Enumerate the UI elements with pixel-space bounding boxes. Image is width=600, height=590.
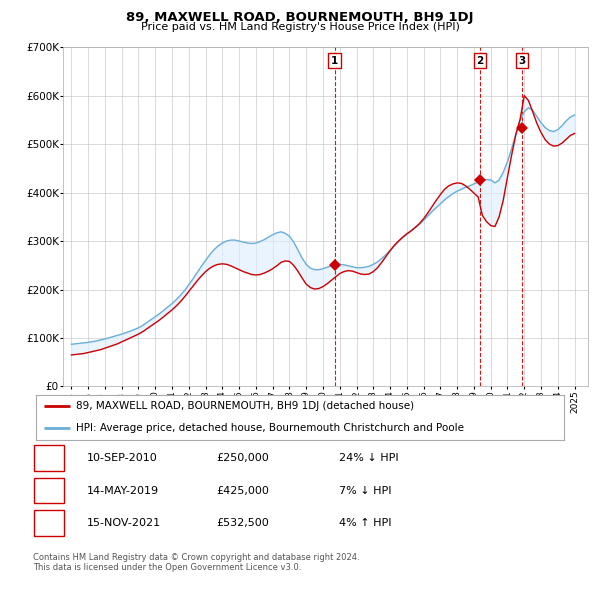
Text: 2: 2 xyxy=(476,55,484,65)
Text: 3: 3 xyxy=(46,519,53,528)
Text: 7% ↓ HPI: 7% ↓ HPI xyxy=(339,486,391,496)
Text: £532,500: £532,500 xyxy=(216,519,269,528)
Text: 89, MAXWELL ROAD, BOURNEMOUTH, BH9 1DJ (detached house): 89, MAXWELL ROAD, BOURNEMOUTH, BH9 1DJ (… xyxy=(76,401,414,411)
Text: HPI: Average price, detached house, Bournemouth Christchurch and Poole: HPI: Average price, detached house, Bour… xyxy=(76,424,464,434)
Text: 15-NOV-2021: 15-NOV-2021 xyxy=(87,519,161,528)
Text: 1: 1 xyxy=(46,454,53,463)
Text: This data is licensed under the Open Government Licence v3.0.: This data is licensed under the Open Gov… xyxy=(33,563,301,572)
Text: 10-SEP-2010: 10-SEP-2010 xyxy=(87,454,158,463)
Text: £250,000: £250,000 xyxy=(216,454,269,463)
Text: 4% ↑ HPI: 4% ↑ HPI xyxy=(339,519,391,528)
Text: 2: 2 xyxy=(46,486,53,496)
Text: 14-MAY-2019: 14-MAY-2019 xyxy=(87,486,159,496)
Text: 1: 1 xyxy=(331,55,338,65)
Text: 24% ↓ HPI: 24% ↓ HPI xyxy=(339,454,398,463)
Text: 89, MAXWELL ROAD, BOURNEMOUTH, BH9 1DJ: 89, MAXWELL ROAD, BOURNEMOUTH, BH9 1DJ xyxy=(126,11,474,24)
Text: £425,000: £425,000 xyxy=(216,486,269,496)
Text: Price paid vs. HM Land Registry's House Price Index (HPI): Price paid vs. HM Land Registry's House … xyxy=(140,22,460,32)
Text: 3: 3 xyxy=(518,55,526,65)
Text: Contains HM Land Registry data © Crown copyright and database right 2024.: Contains HM Land Registry data © Crown c… xyxy=(33,553,359,562)
